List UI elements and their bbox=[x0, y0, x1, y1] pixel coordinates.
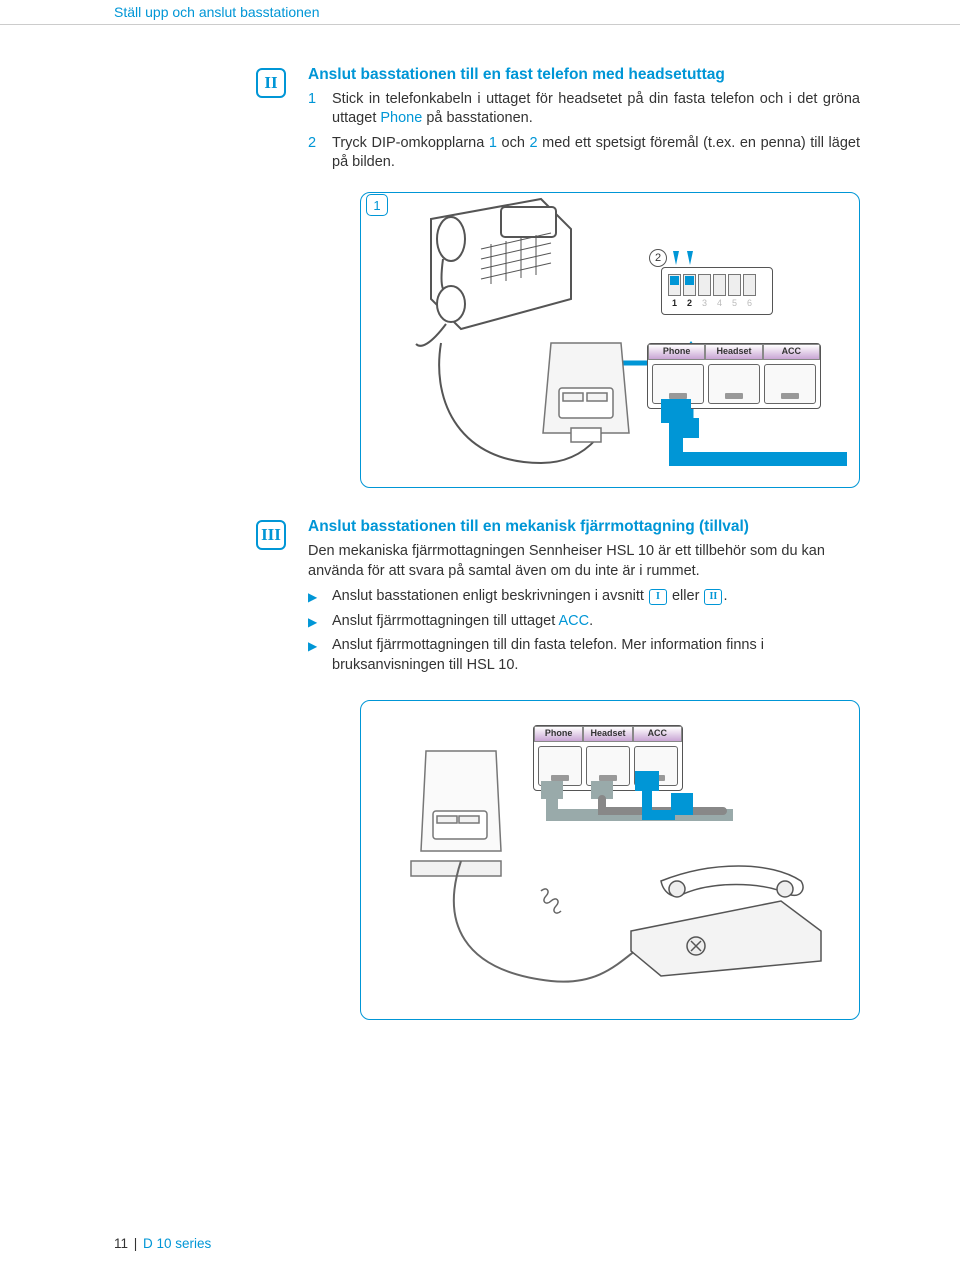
figure-1: 1 2 3 4 5 6 2 Phone Headset ACC bbox=[360, 192, 860, 488]
step1-part-b: på basstationen. bbox=[422, 110, 532, 126]
b1-mid: eller bbox=[668, 588, 703, 604]
section-iii-title: Anslut basstationen till en mekanisk fjä… bbox=[308, 518, 860, 536]
page-number: 11 bbox=[114, 1236, 128, 1251]
bullet-1: ▶ Anslut basstationen enligt beskrivning… bbox=[308, 587, 860, 607]
bullet-2: ▶ Anslut fjärrmottagningen till uttaget … bbox=[308, 612, 860, 632]
acc-cable-icon bbox=[631, 771, 711, 851]
step1-phone: Phone bbox=[380, 110, 422, 126]
step-text: Stick in telefonkabeln i uttaget för hea… bbox=[332, 90, 860, 128]
step-number: 2 bbox=[308, 134, 332, 172]
footer: 11 | D 10 series bbox=[114, 1236, 211, 1251]
section-iii-intro: Den mekaniska fjärrmottagningen Sennheis… bbox=[308, 542, 860, 581]
dip-6 bbox=[743, 274, 756, 296]
phone-cable-plug-icon bbox=[647, 399, 847, 489]
inline-roman-ii: II bbox=[704, 589, 722, 605]
port-label-phone: Phone bbox=[534, 726, 583, 742]
section-ii-title: Anslut basstationen till en fast telefon… bbox=[308, 66, 860, 84]
section-iii: III Anslut basstationen till en mekanisk… bbox=[308, 518, 860, 680]
phone-jack bbox=[652, 364, 704, 404]
bullet-text: Anslut basstationen enligt beskrivningen… bbox=[332, 587, 860, 607]
port-label-acc: ACC bbox=[633, 726, 682, 742]
section-ii: II Anslut basstationen till en fast tele… bbox=[308, 66, 860, 179]
bullet-icon: ▶ bbox=[308, 636, 332, 675]
inline-roman-i: I bbox=[649, 589, 667, 605]
step-text: Tryck DIP-omkopplarna 1 och 2 med ett sp… bbox=[332, 134, 860, 172]
dip-5 bbox=[728, 274, 741, 296]
roman-badge-iii: III bbox=[256, 520, 286, 550]
bullet-3: ▶ Anslut fjärrmottagningen till din fast… bbox=[308, 636, 860, 675]
b2-acc: ACC bbox=[559, 613, 590, 629]
b1-end: . bbox=[723, 588, 727, 604]
handset-lifter-icon bbox=[621, 851, 831, 981]
dip-2 bbox=[683, 274, 696, 296]
bullet-text: Anslut fjärrmottagningen till uttaget AC… bbox=[332, 612, 860, 632]
dip-num: 2 bbox=[683, 298, 696, 308]
dip-switch-block: 1 2 3 4 5 6 bbox=[661, 267, 773, 315]
b2-end: . bbox=[589, 613, 593, 629]
page-header-title: Ställ upp och anslut basstationen bbox=[114, 4, 319, 20]
footer-sep: | bbox=[130, 1236, 141, 1251]
figure1-tag: 1 bbox=[366, 194, 388, 216]
dip-arrows-icon bbox=[669, 247, 699, 271]
figure1-circ-2: 2 bbox=[649, 249, 667, 267]
headset-jack bbox=[586, 746, 630, 786]
step2-n2: 2 bbox=[529, 135, 537, 151]
b2-a: Anslut fjärrmottagningen till uttaget bbox=[332, 613, 559, 629]
port-label-acc: ACC bbox=[763, 344, 820, 360]
dip-num: 3 bbox=[698, 298, 711, 308]
phone-jack bbox=[538, 746, 582, 786]
dip-num: 1 bbox=[668, 298, 681, 308]
port-label-phone: Phone bbox=[648, 344, 705, 360]
dip-1 bbox=[668, 274, 681, 296]
step-number: 1 bbox=[308, 90, 332, 128]
step2-mid: och bbox=[497, 135, 530, 151]
bullet-icon: ▶ bbox=[308, 612, 332, 632]
b1-a: Anslut basstationen enligt beskrivningen… bbox=[332, 588, 648, 604]
roman-badge-ii: II bbox=[256, 68, 286, 98]
dip-4 bbox=[713, 274, 726, 296]
bullet-text: Anslut fjärrmottagningen till din fasta … bbox=[332, 636, 860, 675]
dip-num: 4 bbox=[713, 298, 726, 308]
dip-3 bbox=[698, 274, 711, 296]
figure-2: Phone Headset ACC bbox=[360, 700, 860, 1020]
step-1: 1 Stick in telefonkabeln i uttaget för h… bbox=[308, 90, 860, 128]
basestation-icon bbox=[531, 333, 641, 463]
acc-jack bbox=[764, 364, 816, 404]
port-label-headset: Headset bbox=[705, 344, 762, 360]
dip-num: 5 bbox=[728, 298, 741, 308]
bullet-icon: ▶ bbox=[308, 587, 332, 607]
step2-a: Tryck DIP-omkopplarna bbox=[332, 135, 489, 151]
port-label-headset: Headset bbox=[583, 726, 632, 742]
dip-num: 6 bbox=[743, 298, 756, 308]
header-rule bbox=[0, 24, 960, 25]
series-name: D 10 series bbox=[143, 1236, 211, 1251]
headset-jack bbox=[708, 364, 760, 404]
step2-n1: 1 bbox=[489, 135, 497, 151]
step-2: 2 Tryck DIP-omkopplarna 1 och 2 med ett … bbox=[308, 134, 860, 172]
